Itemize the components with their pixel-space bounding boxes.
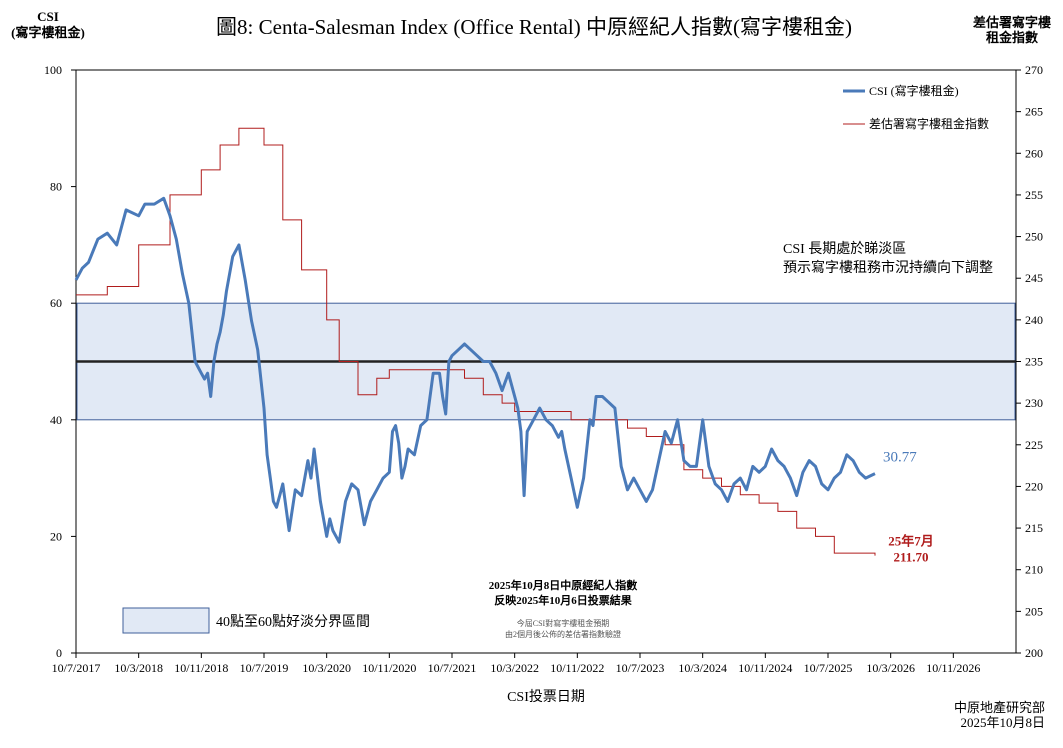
x-axis-title: CSI投票日期 [507, 689, 585, 705]
note-small-1: 今屆CSI對寫字樓租金預期 [517, 618, 609, 628]
y-right-tick-label-9: 245 [1025, 271, 1043, 285]
legend-rent-label: 差估署寫字樓租金指數 [869, 116, 989, 131]
y-right-tick-label-3: 215 [1025, 521, 1043, 535]
x-tick-label-10: 10/3/2024 [678, 661, 727, 675]
y-right-tick-label-7: 235 [1025, 355, 1043, 369]
annotation-right-1: CSI 長期處於睇淡區 [783, 241, 906, 257]
y-right-tick-label-10: 250 [1025, 230, 1043, 244]
source-1: 中原地產研究部 [954, 700, 1045, 715]
note-bold-1: 2025年10月8日中原經紀人指數 [489, 578, 638, 592]
y-left-tick-label-1: 20 [50, 529, 62, 543]
series-csi-line [74, 196, 876, 544]
x-tick-label-2: 10/11/2018 [174, 661, 228, 675]
y-left-tick-label-2: 40 [50, 413, 62, 427]
rent-last-date-label: 25年7月 [888, 534, 934, 549]
y-right-tick-label-5: 225 [1025, 438, 1043, 452]
note-bold-2: 反映2025年10月6日投票結果 [494, 593, 632, 607]
source-2: 2025年10月8日 [960, 715, 1045, 730]
right-axis-title-1: 差估署寫字樓 [973, 15, 1051, 30]
y-left-tick-label-3: 60 [50, 296, 62, 310]
series-rental-index-line [76, 127, 876, 556]
x-tick-label-11: 10/11/2024 [738, 661, 792, 675]
left-axis-title-2: (寫字樓租金) [11, 25, 85, 40]
axes: 0 20 40 60 80 100 200 205 210 215 220 225 230 235 240 2… [44, 63, 1043, 675]
annotation-right-2: 預示寫字樓租務市況持續向下調整 [783, 259, 993, 276]
y-right-tick-label-1: 205 [1025, 604, 1043, 618]
y-right-tick-label-11: 255 [1025, 188, 1043, 202]
y-right-tick-label-6: 230 [1025, 396, 1043, 410]
rent-last-value-label: 211.70 [893, 550, 928, 565]
csi-last-value-label: 30.77 [883, 450, 917, 466]
legend-csi-label: CSI (寫字樓租金) [869, 83, 959, 98]
x-tick-label-3: 10/7/2019 [240, 661, 289, 675]
x-tick-label-8: 10/11/2022 [550, 661, 604, 675]
x-tick-label-4: 10/3/2020 [302, 661, 351, 675]
y-right-tick-label-4: 220 [1025, 479, 1043, 493]
x-tick-label-7: 10/3/2022 [490, 661, 539, 675]
x-tick-label-0: 10/7/2017 [52, 661, 101, 675]
left-axis-title-1: CSI [37, 9, 59, 24]
band-legend-swatch [122, 607, 210, 634]
x-tick-label-13: 10/3/2026 [866, 661, 915, 675]
y-right-tick-label-2: 210 [1025, 563, 1043, 577]
right-axis-title-2: 租金指數 [986, 30, 1038, 45]
y-right-tick-label-14: 270 [1025, 63, 1043, 77]
y-left-tick-label-5: 100 [44, 63, 62, 77]
x-tick-label-1: 10/3/2018 [114, 661, 163, 675]
note-small-2: 由2個月後公佈的差估署指數驗證 [505, 629, 621, 639]
legend: CSI (寫字樓租金) 差估署寫字樓租金指數 [843, 83, 989, 131]
y-right-tick-label-0: 200 [1025, 646, 1043, 660]
y-right-tick-label-8: 240 [1025, 313, 1043, 327]
x-tick-label-5: 10/11/2020 [362, 661, 416, 675]
y-left-tick-label-0: 0 [56, 646, 62, 660]
x-tick-label-6: 10/7/2021 [428, 661, 477, 675]
band-legend-label: 40點至60點好淡分界區間 [216, 614, 370, 630]
x-tick-label-12: 10/7/2025 [804, 661, 853, 675]
y-left-tick-label-4: 80 [50, 180, 62, 194]
chart-title: 圖8: Centa-Salesman Index (Office Rental)… [216, 15, 852, 39]
x-tick-label-14: 10/11/2026 [926, 661, 980, 675]
y-right-tick-label-12: 260 [1025, 146, 1043, 160]
x-tick-label-9: 10/7/2023 [616, 661, 665, 675]
y-right-tick-label-13: 265 [1025, 105, 1043, 119]
